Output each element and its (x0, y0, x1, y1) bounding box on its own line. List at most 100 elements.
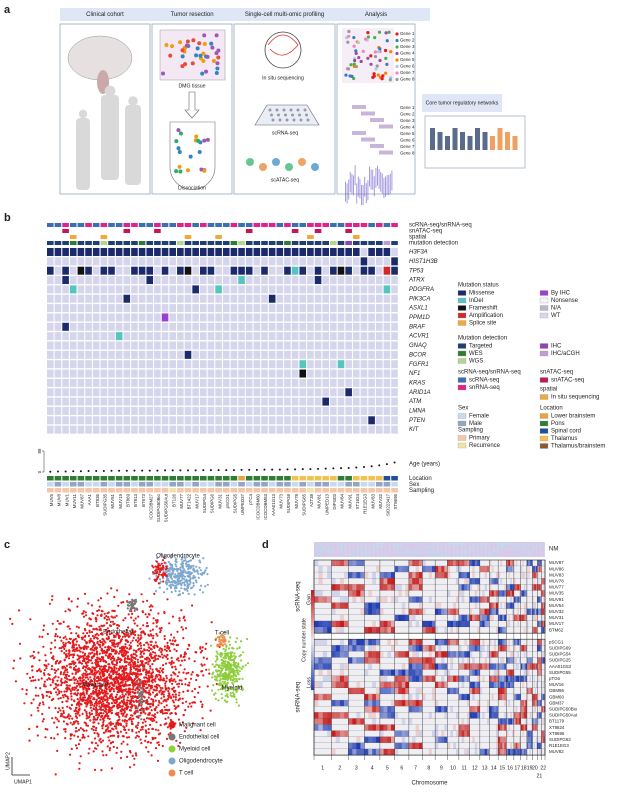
cell-point (131, 656, 135, 659)
mutation-cell (222, 341, 230, 350)
cell-point (178, 619, 181, 622)
cell-point (70, 678, 73, 682)
cell-point (129, 751, 132, 754)
cell-point (132, 680, 135, 683)
cell-point (95, 620, 98, 623)
mutation-cell (238, 248, 245, 256)
cell-point (159, 686, 162, 689)
label: AAA1 (87, 493, 92, 505)
mutation-cell (238, 341, 245, 350)
label: XT8695 (393, 493, 398, 509)
mutation-cell (62, 313, 69, 322)
cell-point (87, 661, 90, 664)
cell-point (103, 612, 106, 615)
cell-point (25, 692, 28, 696)
cell-point (103, 704, 106, 707)
sex-cell (391, 482, 398, 487)
cell-point (90, 695, 93, 698)
cell-icon (373, 36, 377, 40)
label: BT1422 (187, 493, 192, 509)
sex-cell (92, 482, 100, 487)
cell-point (30, 702, 33, 705)
cell-point (104, 660, 107, 663)
age-dot (278, 468, 281, 471)
mutation-cell (253, 322, 261, 331)
cell-point (168, 646, 171, 649)
cell-point (107, 611, 110, 614)
mutation-cell (284, 425, 291, 434)
cell-point (98, 739, 101, 742)
cell-point (102, 721, 105, 724)
mutation-cell (253, 304, 261, 313)
cell-point (101, 717, 104, 720)
cell-point (128, 699, 131, 702)
cell-point (148, 605, 151, 608)
cell-point (116, 627, 119, 630)
cell-point (190, 705, 193, 708)
cell-point (143, 676, 146, 679)
mutation-cell (383, 248, 391, 256)
cell-point (101, 750, 104, 753)
cell-point (103, 715, 107, 718)
cell-point (70, 698, 73, 701)
location-cell (368, 476, 375, 481)
cell-point (132, 636, 135, 640)
cell-point (186, 553, 189, 556)
cell-point (115, 673, 118, 676)
cell-point (130, 616, 133, 619)
mutation-cell (215, 416, 222, 425)
mutation-cell (222, 425, 230, 434)
track-peak (349, 172, 351, 193)
mutation-cell (207, 369, 215, 378)
cell-point (78, 704, 81, 708)
mutation-cell (375, 276, 383, 285)
cell-point (50, 651, 53, 654)
track-cell (245, 229, 253, 233)
cell-point (130, 718, 133, 721)
cell-point (138, 688, 141, 692)
cell-point (97, 599, 100, 602)
cell-point (216, 644, 219, 647)
track-cell (154, 223, 161, 227)
mutation-cell (192, 416, 199, 425)
cell-point (103, 691, 106, 694)
mutation-cell (284, 313, 291, 322)
cell-point (111, 697, 114, 700)
cell-point (95, 685, 99, 688)
cell-point (63, 728, 66, 731)
track-cell (69, 235, 77, 239)
cell-point (216, 657, 219, 661)
label: Location (540, 406, 563, 412)
label: ATRX (408, 278, 426, 284)
track-cell (337, 241, 345, 245)
cell-point (43, 673, 46, 677)
cell-point (129, 716, 132, 720)
cell-point (169, 566, 172, 569)
mutation-cell (200, 350, 207, 359)
mutation-cell (230, 406, 238, 415)
label: snATAC-seq (540, 370, 573, 376)
sex-cell (383, 482, 391, 487)
cell-point (104, 730, 107, 733)
mutation-cell (299, 397, 307, 406)
mutation-cell (375, 322, 383, 331)
location-cell (169, 476, 176, 481)
cell-point (201, 649, 204, 652)
cell-point (160, 562, 163, 565)
cell-point (61, 694, 65, 697)
cell-point (64, 635, 67, 638)
mutation-cell (360, 341, 368, 350)
well (277, 113, 280, 117)
cell-point (232, 688, 235, 691)
label: SUDIPG35 (103, 493, 108, 515)
cell-icon (385, 39, 389, 43)
mutation-cell (177, 322, 184, 331)
mutation-cell (268, 416, 276, 425)
mutation-cell (291, 294, 299, 303)
cell-point (70, 747, 73, 751)
cell-point (119, 756, 123, 760)
mutation-cell (207, 341, 215, 350)
sex-cell (169, 482, 176, 487)
cell-point (53, 721, 56, 724)
mutation-cell (100, 425, 108, 434)
